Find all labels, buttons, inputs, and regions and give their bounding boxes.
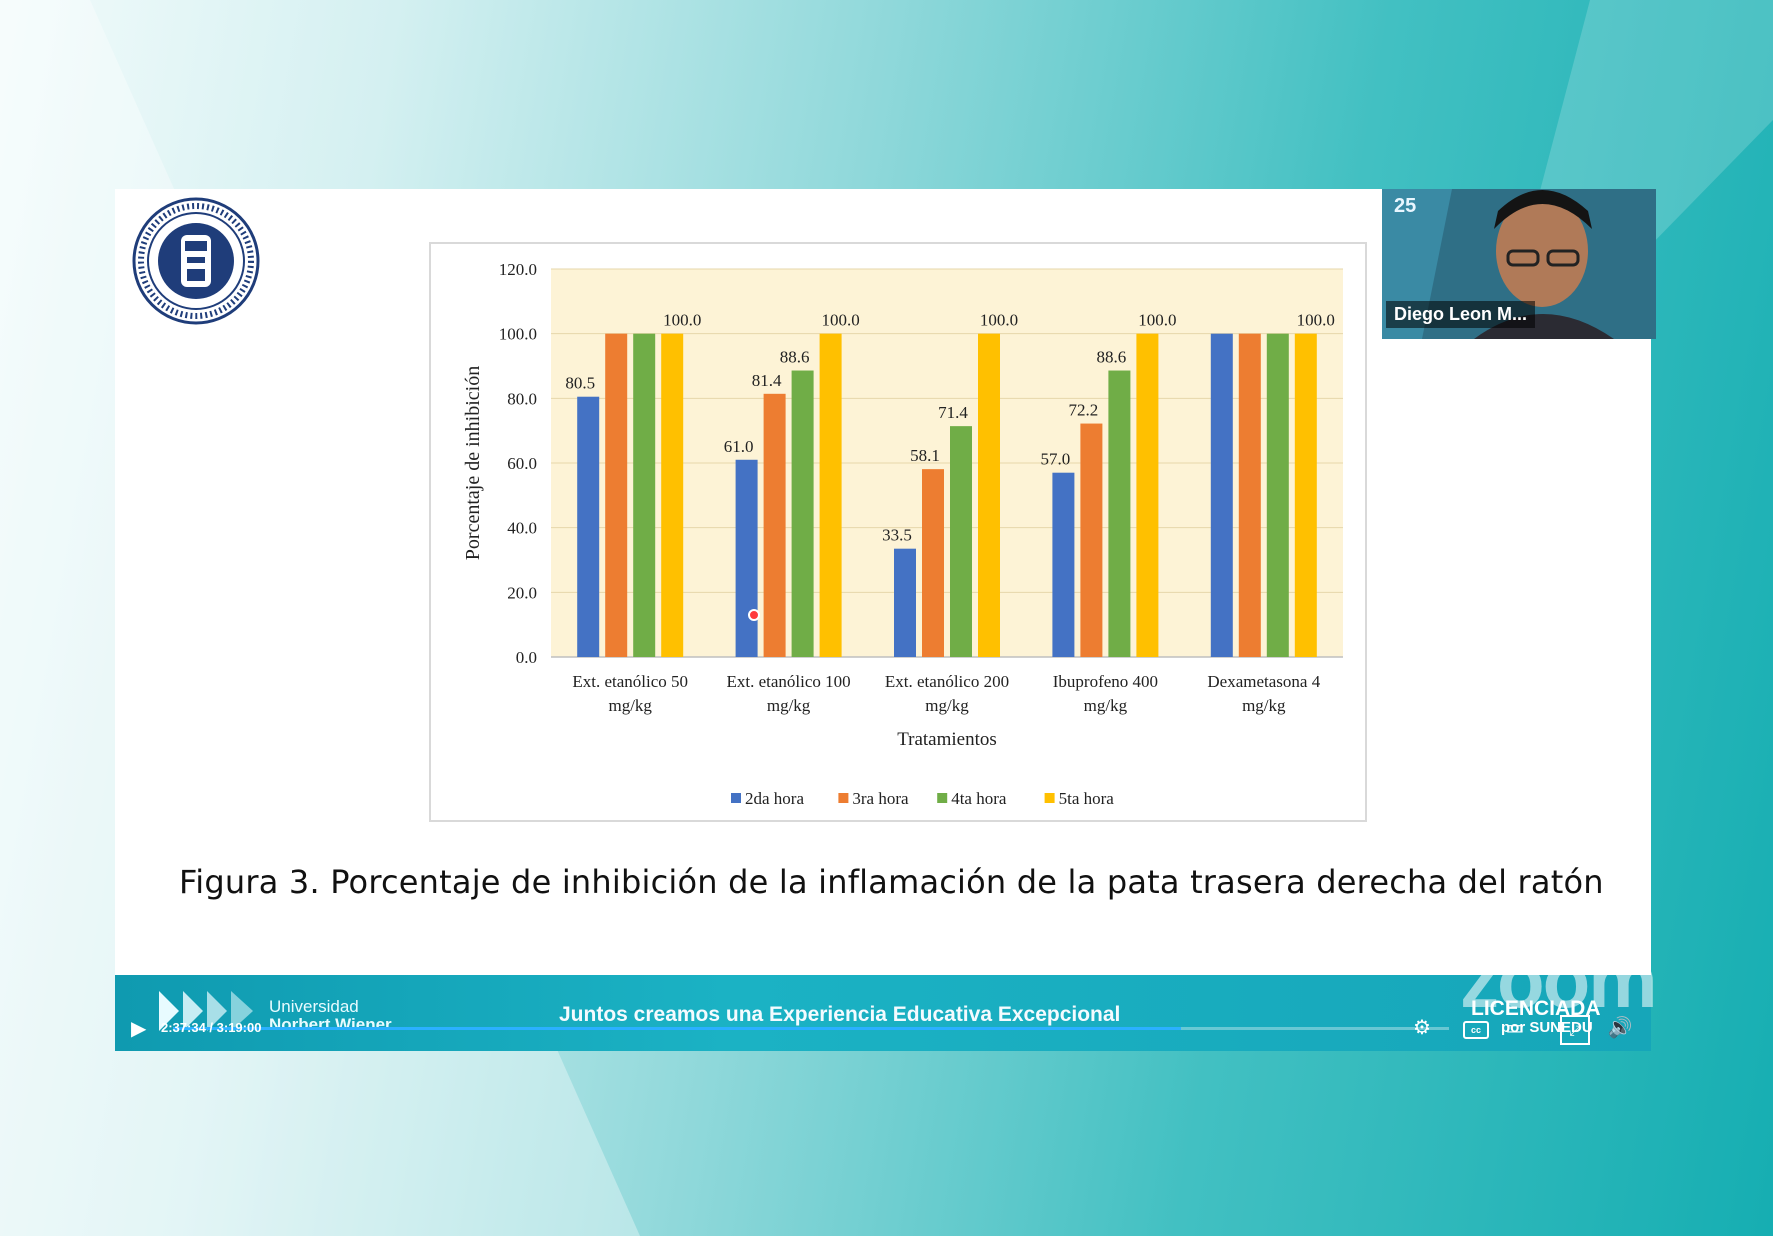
bar xyxy=(894,548,916,657)
university-seal-logo xyxy=(132,197,260,325)
legend-swatch xyxy=(731,793,741,803)
bar xyxy=(763,393,786,657)
slogan: Juntos creamos una Experiencia Educativa… xyxy=(559,1003,1121,1026)
legend-swatch xyxy=(1044,793,1055,803)
settings-gear-icon[interactable]: ⚙ xyxy=(1413,1017,1431,1039)
webcam-brand-logo: 25 xyxy=(1394,195,1417,217)
x-tick-label: mg/kg xyxy=(1084,696,1128,715)
mouse-cursor-dot xyxy=(748,609,760,621)
bar xyxy=(633,333,656,657)
miniplayer-icon[interactable]: ▭ xyxy=(1505,1017,1525,1039)
y-tick-label: 0.0 xyxy=(516,648,537,667)
bar xyxy=(1136,333,1159,657)
data-label: 72.2 xyxy=(1069,401,1099,420)
legend-entry: 4ta hora xyxy=(951,789,1007,808)
data-label: 100.0 xyxy=(1138,311,1176,330)
x-tick-label: mg/kg xyxy=(925,696,969,715)
captions-icon[interactable]: cc xyxy=(1463,1021,1489,1039)
participant-name: Diego Leon M... xyxy=(1386,301,1535,328)
data-label: 61.0 xyxy=(724,437,754,456)
y-tick-label: 20.0 xyxy=(507,583,537,602)
bar xyxy=(1080,423,1103,657)
license-badge-sub: por SUNEDU xyxy=(1501,1019,1593,1036)
y-axis-label: Porcentaje de inhibición xyxy=(462,366,484,560)
bar xyxy=(1266,333,1289,657)
progress-bar[interactable] xyxy=(173,1027,1449,1030)
bar xyxy=(791,370,814,657)
data-label: 80.5 xyxy=(565,374,595,393)
bar xyxy=(819,333,842,657)
x-tick-label: mg/kg xyxy=(608,696,652,715)
data-label: 100.0 xyxy=(663,311,701,330)
play-icon[interactable]: ▶ xyxy=(131,1018,147,1040)
x-axis-label: Tratamientos xyxy=(897,729,997,750)
data-label: 100.0 xyxy=(821,311,859,330)
bar xyxy=(1210,333,1233,657)
x-tick-label: Ext. etanólico 200 xyxy=(885,672,1009,691)
volume-icon[interactable]: 🔊 xyxy=(1607,1017,1633,1039)
bar xyxy=(577,396,600,657)
university-name: Universidad xyxy=(269,997,359,1016)
playback-time: 2:37:34 / 3:19:00 xyxy=(161,1020,262,1035)
university-logo-icon xyxy=(159,991,253,1031)
y-tick-label: 80.0 xyxy=(507,389,537,408)
participant-video-tile[interactable]: 25 Diego Leon M... xyxy=(1382,189,1656,339)
data-label: 58.1 xyxy=(910,446,940,465)
x-tick-label: mg/kg xyxy=(1242,696,1286,715)
license-badge: LICENCIADA xyxy=(1471,997,1601,1020)
chart-canvas: 0.0 20.0 40.0 60.0 80.0 100.0 120.0 80.5 100.0 Ex… xyxy=(462,260,1343,808)
x-tick-label: Ext. etanólico 100 xyxy=(727,672,851,691)
x-tick-label: Dexametasona 4 xyxy=(1207,672,1320,691)
x-tick-label: mg/kg xyxy=(767,696,811,715)
zoom-watermark: zoom xyxy=(1460,936,1658,1024)
bar xyxy=(605,333,628,657)
bar xyxy=(661,333,684,657)
x-tick-label: Ext. etanólico 50 xyxy=(572,672,688,691)
data-label: 88.6 xyxy=(1097,348,1127,367)
y-tick-label: 60.0 xyxy=(507,454,537,473)
progress-fill xyxy=(173,1027,1182,1030)
data-label: 71.4 xyxy=(938,403,968,422)
bar xyxy=(978,333,1000,657)
fullscreen-icon[interactable]: ⤢ xyxy=(1560,1015,1590,1045)
bar xyxy=(1108,370,1131,657)
bar-chart: 0.0 20.0 40.0 60.0 80.0 100.0 120.0 80.5 100.0 Ex… xyxy=(429,242,1367,822)
y-tick-label: 100.0 xyxy=(499,325,537,344)
bar xyxy=(950,426,972,657)
legend-entry: 5ta hora xyxy=(1059,789,1115,808)
bar xyxy=(1238,333,1261,657)
university-name-2: Norbert Wiener xyxy=(269,1015,392,1034)
legend-swatch xyxy=(838,793,849,803)
legend-entry: 3ra hora xyxy=(852,789,909,808)
y-tick-label: 40.0 xyxy=(507,519,537,538)
bar xyxy=(1052,472,1075,657)
data-label: 88.6 xyxy=(780,348,810,367)
x-tick-label: Ibuprofeno 400 xyxy=(1053,672,1158,691)
bar xyxy=(1294,333,1317,657)
legend-swatch xyxy=(937,793,948,803)
bar xyxy=(922,469,944,657)
data-label: 57.0 xyxy=(1041,450,1071,469)
data-label: 100.0 xyxy=(980,311,1018,330)
figure-caption: Figura 3. Porcentaje de inhibición de la… xyxy=(179,863,1604,901)
y-tick-label: 120.0 xyxy=(499,260,537,279)
legend-entry: 2da hora xyxy=(745,789,804,808)
bar xyxy=(735,459,758,657)
data-label: 81.4 xyxy=(752,371,782,390)
video-footer-bar: Universidad Norbert Wiener Juntos creamo… xyxy=(115,936,1658,1051)
data-label: 33.5 xyxy=(882,526,912,545)
data-label: 100.0 xyxy=(1297,311,1335,330)
